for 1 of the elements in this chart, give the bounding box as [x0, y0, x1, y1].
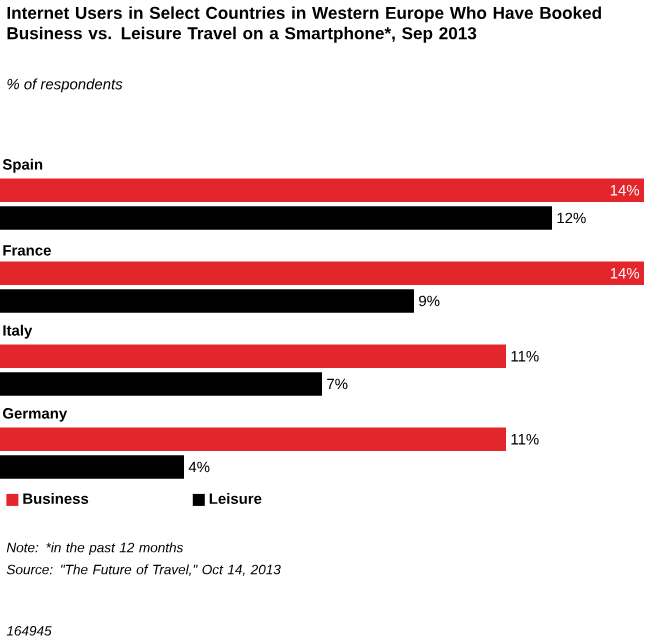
chart-title: Internet Users in Select Countries in Western Europe Who Have Booked Business vs. Leisure Travel on a Smartphone*, Sep 2013 — [7, 6, 601, 43]
